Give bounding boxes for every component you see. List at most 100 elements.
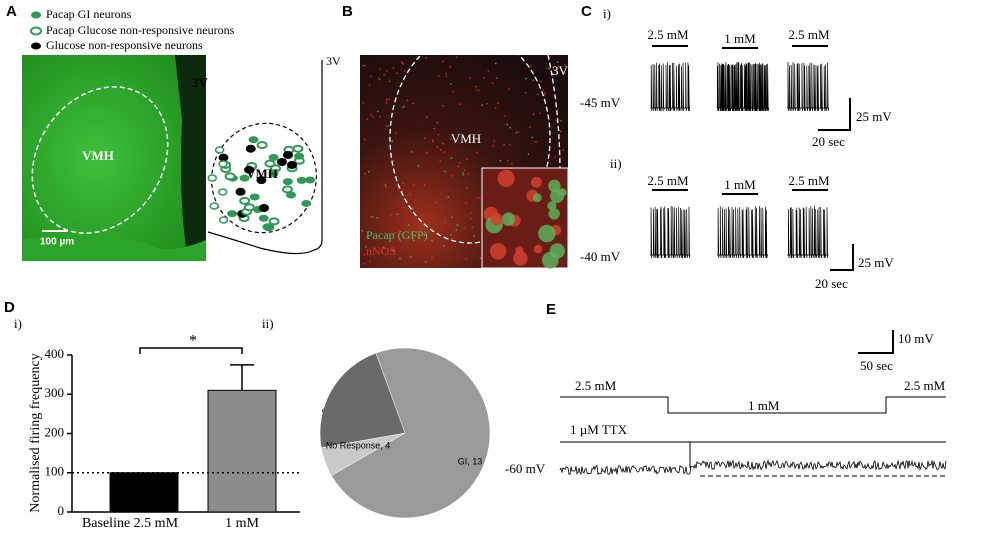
speckle <box>544 92 547 94</box>
neuron <box>218 160 228 168</box>
speckle <box>445 75 448 77</box>
neuron <box>268 217 280 226</box>
legend-dot <box>31 42 41 50</box>
speckle <box>361 229 364 232</box>
speckle <box>525 77 528 80</box>
sub-label: i) <box>603 6 611 21</box>
x-tick-label: 1 mM <box>225 516 259 531</box>
neuron <box>214 146 225 154</box>
neuron <box>235 187 246 196</box>
speckle <box>385 125 388 128</box>
voltage-trace <box>559 458 947 476</box>
speckle <box>391 140 394 143</box>
scale-label: 25 mV <box>858 255 894 270</box>
speckle <box>406 99 409 102</box>
speckle <box>524 91 527 94</box>
region-label: 3V <box>192 75 209 90</box>
speckle <box>400 60 403 63</box>
speckle <box>392 159 395 162</box>
speckle <box>548 56 551 59</box>
speckle <box>507 88 510 91</box>
bar <box>207 389 277 513</box>
panel-letter: C <box>581 3 592 20</box>
speckle <box>411 207 414 210</box>
sub-label: ii) <box>610 156 622 171</box>
speckle <box>371 216 374 218</box>
drug-label: 1 µM TTX <box>570 422 628 437</box>
speckle <box>394 231 397 234</box>
speckle <box>540 80 542 83</box>
ventricle-outline <box>547 54 561 176</box>
potential-label: -45 mV <box>580 95 621 110</box>
speckle <box>542 89 545 92</box>
cell <box>531 176 542 188</box>
neuron <box>292 144 304 153</box>
speckle <box>388 80 391 83</box>
speckle <box>467 172 470 175</box>
y-tick-label: 400 <box>45 346 65 361</box>
speckle <box>515 131 518 134</box>
neuron <box>268 154 279 162</box>
speckle <box>554 156 556 159</box>
voltage-trace <box>787 206 829 259</box>
speckle <box>458 161 461 164</box>
speckle <box>387 125 390 127</box>
speckle <box>368 84 371 87</box>
significance-bracket <box>139 347 243 354</box>
cell <box>547 201 557 211</box>
speckle <box>483 76 485 79</box>
speckle <box>385 69 388 72</box>
speckle <box>466 186 469 189</box>
speckle <box>417 164 420 167</box>
speckle <box>509 144 511 146</box>
speckle <box>371 115 374 118</box>
neuron <box>256 141 268 150</box>
cell <box>513 250 528 266</box>
scale-bar <box>830 244 854 271</box>
voltage-trace <box>787 62 829 112</box>
neuron <box>282 178 293 186</box>
speckle <box>543 94 546 96</box>
neuron <box>243 203 255 212</box>
speckle <box>444 220 446 223</box>
neuron <box>245 144 256 153</box>
speckle <box>386 99 388 102</box>
speckle <box>470 212 473 215</box>
speckle <box>439 148 442 151</box>
sub-label: ii) <box>262 316 274 331</box>
voltage-trace <box>717 206 768 259</box>
speckle <box>365 245 368 248</box>
schematic-outline <box>207 60 323 255</box>
neuron <box>207 174 218 182</box>
pie-slice <box>331 347 491 519</box>
speckle <box>478 196 481 199</box>
speckle <box>491 82 494 84</box>
speckle <box>556 61 559 64</box>
neuron <box>277 158 287 166</box>
neuron <box>224 172 236 181</box>
neuron <box>239 174 250 182</box>
speckle <box>389 214 392 217</box>
speckle <box>382 246 385 249</box>
speckle <box>455 229 458 232</box>
speckle <box>442 142 444 145</box>
speckle <box>369 260 371 263</box>
speckle <box>402 206 405 209</box>
speckle <box>399 257 401 260</box>
speckle <box>379 115 381 118</box>
vmh-outline <box>31 86 169 234</box>
speckle <box>436 145 439 148</box>
speckle <box>465 258 467 260</box>
speckle <box>443 245 445 247</box>
speckle <box>451 216 454 219</box>
speckle <box>444 170 446 173</box>
channel-label: nNOS <box>366 244 396 258</box>
scale-label: 50 sec <box>860 358 893 373</box>
speckle <box>401 106 404 109</box>
significance-label: * <box>189 333 197 350</box>
speckle <box>424 137 426 140</box>
speckle <box>503 143 506 146</box>
speckle <box>471 226 474 229</box>
speckle <box>423 183 426 186</box>
